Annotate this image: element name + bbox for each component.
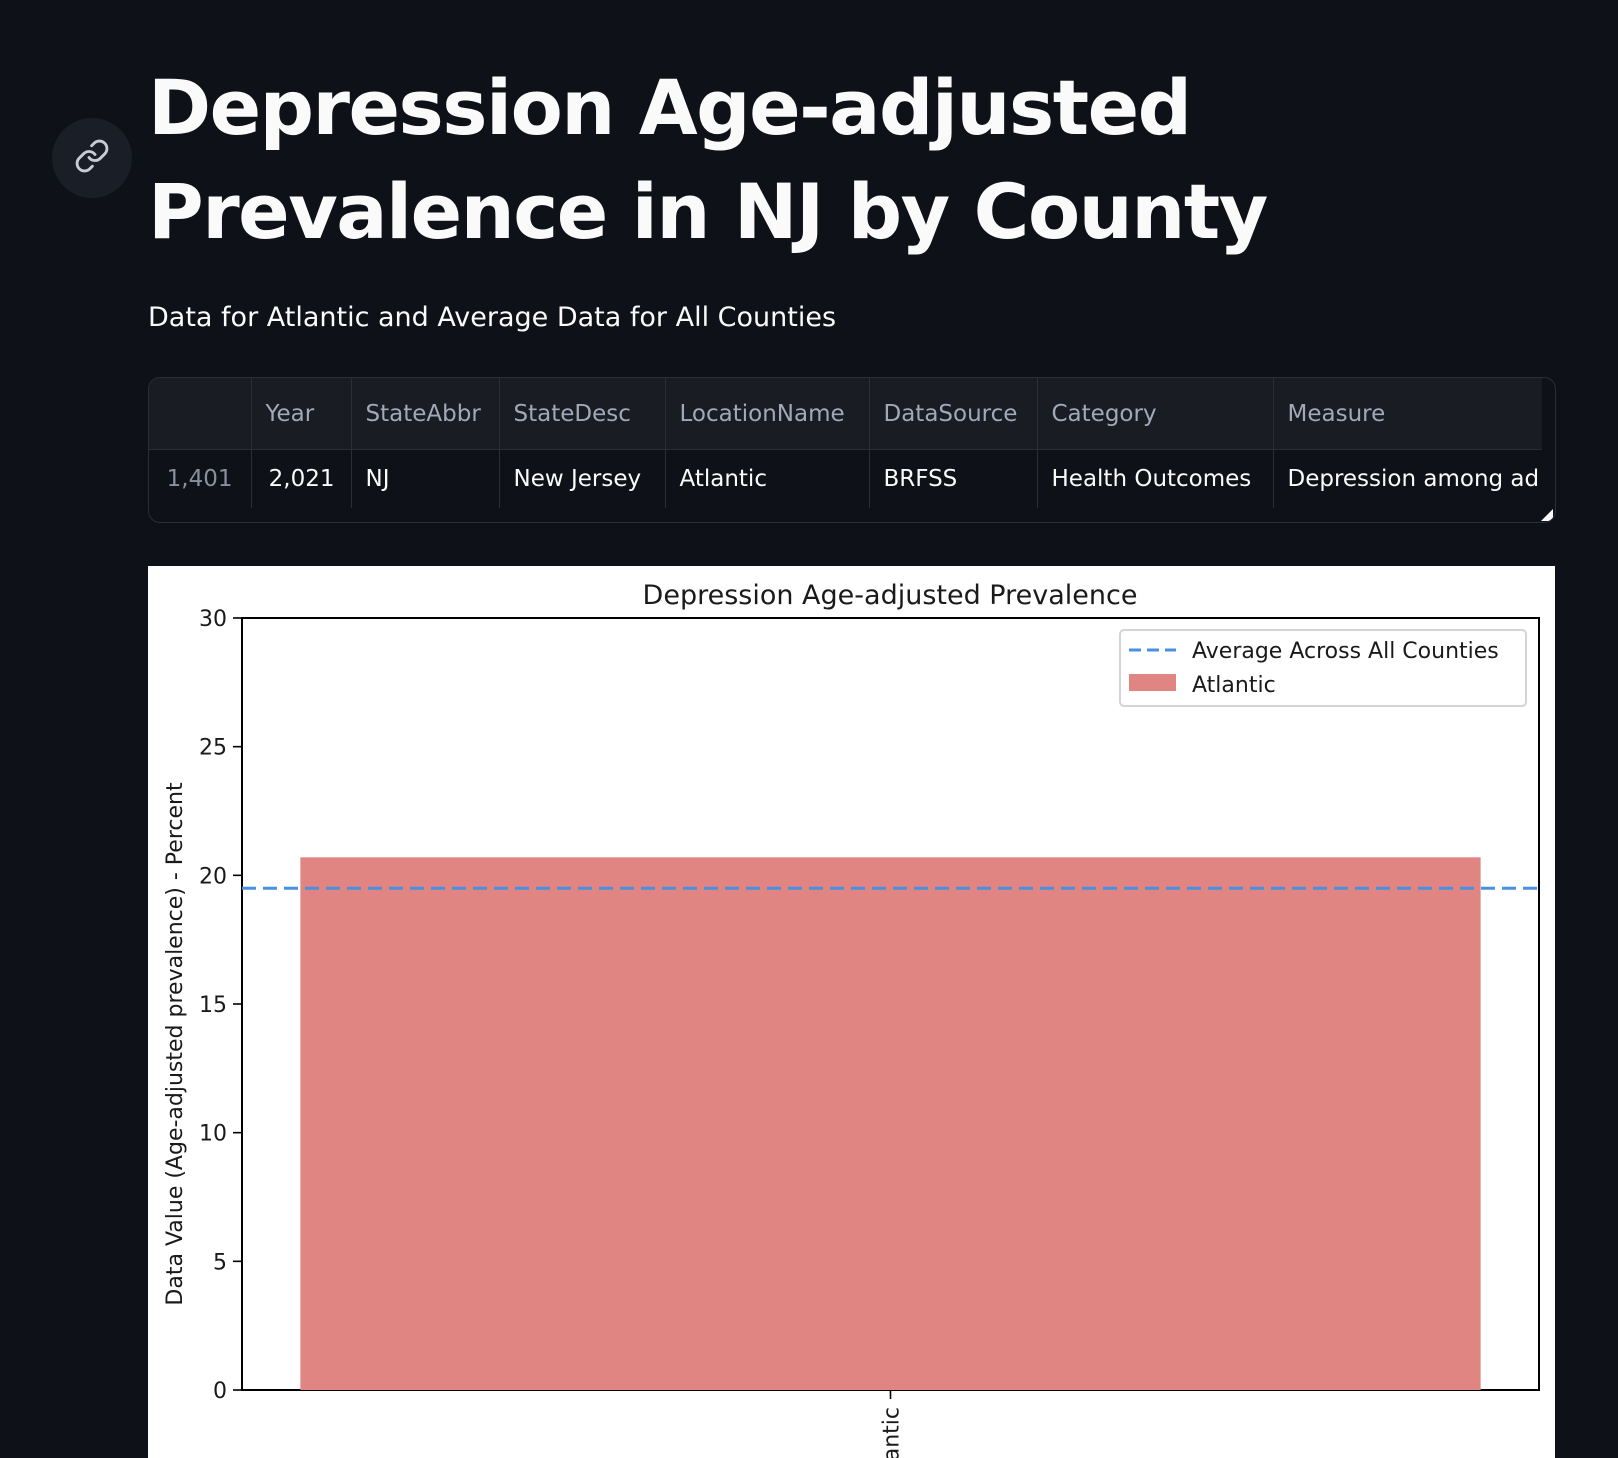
x-tick-label: antic <box>880 1407 905 1458</box>
column-header-statedesc[interactable]: StateDesc <box>499 378 666 450</box>
cell-datasource[interactable]: BRFSS <box>869 449 1038 508</box>
page-title: Depression Age-adjusted Prevalence in NJ… <box>148 63 1268 256</box>
column-header-index[interactable] <box>149 378 252 450</box>
legend-swatch-atlantic <box>1129 674 1176 691</box>
column-header-year[interactable]: Year <box>251 378 352 450</box>
bar-chart: 0 5 10 15 20 25 30 antic Depression Age-adjuste… <box>163 580 1540 1458</box>
legend-label-atlantic: Atlantic <box>1192 673 1276 698</box>
cell-measure[interactable]: Depression among ad <box>1287 466 1540 492</box>
column-header-measure[interactable]: Measure <box>1273 378 1542 450</box>
cell-category[interactable]: Health Outcomes <box>1037 449 1274 508</box>
table-header-row: Year StateAbbr StateDesc LocationName Da… <box>149 378 1542 450</box>
cell-statedesc[interactable]: New Jersey <box>499 449 666 508</box>
legend-box <box>1119 629 1527 707</box>
y-tick-label: 10 <box>199 1122 227 1147</box>
column-header-datasource[interactable]: DataSource <box>869 378 1038 450</box>
chart-legend: Average Across All Counties Atlantic <box>1119 629 1527 707</box>
link-icon <box>74 138 110 179</box>
anchor-link-button[interactable] <box>52 118 132 198</box>
dataframe-table[interactable]: Year StateAbbr StateDesc LocationName Da… <box>148 377 1556 523</box>
y-tick-label: 30 <box>199 607 227 632</box>
cell-year[interactable]: 2,021 <box>251 449 352 508</box>
table-row: 1,401 2,021 NJ New Jersey Atlantic BRFSS… <box>149 449 1542 508</box>
cell-index[interactable]: 1,401 <box>149 449 252 508</box>
column-header-category[interactable]: Category <box>1037 378 1274 450</box>
chart-title: Depression Age-adjusted Prevalence <box>643 580 1138 611</box>
y-tick-label: 20 <box>199 864 227 889</box>
column-header-stateabbr[interactable]: StateAbbr <box>351 378 500 450</box>
y-tick-label: 5 <box>213 1250 227 1275</box>
table-resize-handle[interactable] <box>1541 508 1553 521</box>
column-header-locationname[interactable]: LocationName <box>665 378 870 450</box>
y-axis-label: Data Value (Age-adjusted prevalence) - P… <box>163 782 188 1306</box>
chart-panel: 0 5 10 15 20 25 30 antic Depression Age-adjuste… <box>148 566 1555 1458</box>
y-tick-label: 0 <box>213 1379 227 1404</box>
legend-label-average: Average Across All Counties <box>1192 639 1499 664</box>
page-subtitle: Data for Atlantic and Average Data for A… <box>148 302 837 333</box>
cell-stateabbr[interactable]: NJ <box>351 449 500 508</box>
bar-atlantic <box>300 857 1481 1390</box>
y-tick-label: 25 <box>199 736 227 761</box>
cell-locationname[interactable]: Atlantic <box>665 449 870 508</box>
y-tick-label: 15 <box>199 993 227 1018</box>
